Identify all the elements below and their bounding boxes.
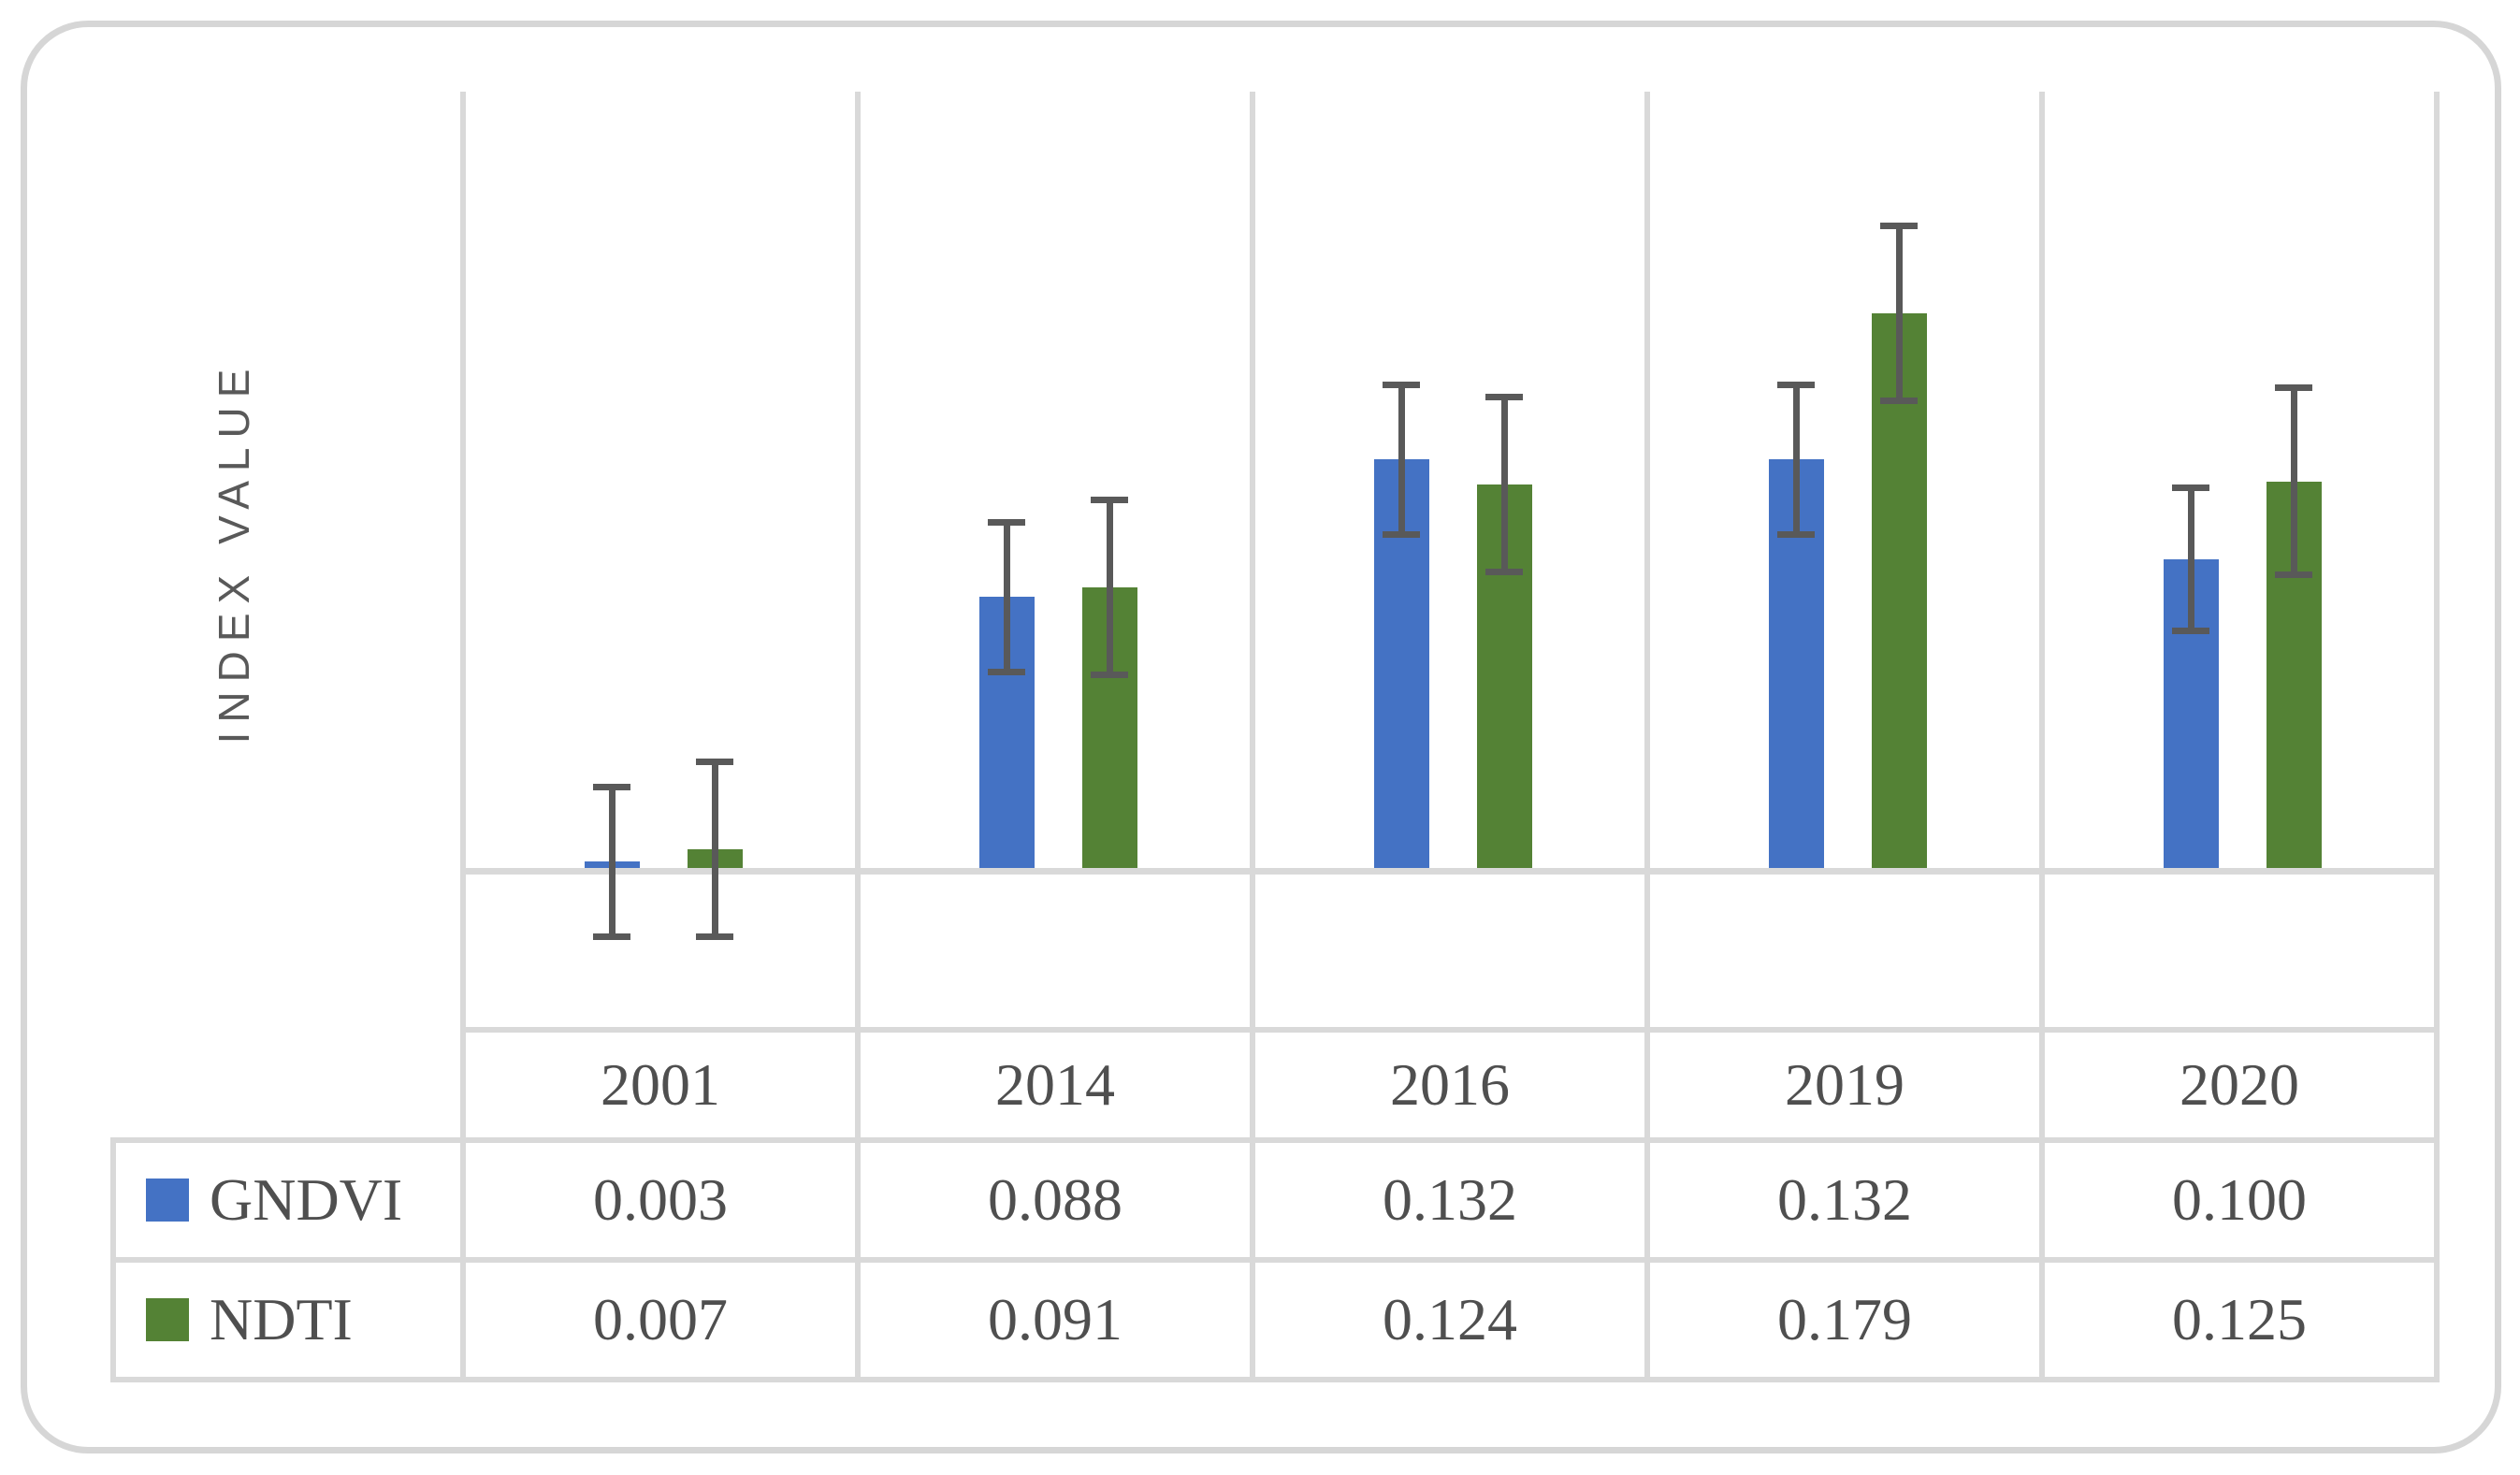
ndti-legend-swatch xyxy=(146,1298,189,1341)
category-gridline xyxy=(2039,92,2045,1027)
error-cap-bottom-gndvi-2020 xyxy=(2172,628,2209,635)
error-cap-top-gndvi-2020 xyxy=(2172,484,2209,491)
error-cap-bottom-gndvi-2014 xyxy=(988,668,1025,675)
error-cap-top-ndti-2016 xyxy=(1485,394,1523,401)
error-cap-top-ndti-2001 xyxy=(696,759,733,766)
error-bar-ndti-2019 xyxy=(1895,225,1903,400)
error-bar-ndti-2001 xyxy=(711,761,718,937)
error-bar-gndvi-2001 xyxy=(608,787,616,937)
error-cap-top-gndvi-2019 xyxy=(1777,381,1815,388)
ndti-value-2016: 0.124 xyxy=(1255,1263,1650,1382)
ndti-value-2001: 0.007 xyxy=(466,1263,861,1382)
y-axis-title: INDEX VALUE xyxy=(210,359,258,745)
year-header-2020: 2020 xyxy=(2045,1027,2440,1143)
plot-area xyxy=(460,92,2440,1027)
table-corner-spacer xyxy=(110,1027,466,1143)
ndti-value-2019: 0.179 xyxy=(1650,1263,2045,1382)
error-cap-bottom-ndti-2001 xyxy=(696,933,733,940)
category-gridline xyxy=(2434,92,2440,1027)
data-table: 2001 2014 2016 2019 2020 GNDVI 0.003 0.0… xyxy=(110,1027,2440,1382)
error-cap-top-gndvi-2014 xyxy=(988,518,1025,526)
gndvi-value-2014: 0.088 xyxy=(861,1143,1255,1263)
error-bar-gndvi-2020 xyxy=(2187,487,2194,631)
zero-axis-line xyxy=(466,867,2440,875)
error-cap-bottom-ndti-2014 xyxy=(1091,671,1128,678)
error-cap-top-ndti-2020 xyxy=(2275,384,2312,392)
error-cap-top-gndvi-2016 xyxy=(1383,381,1420,388)
year-header-2019: 2019 xyxy=(1650,1027,2045,1143)
year-header-2014: 2014 xyxy=(861,1027,1255,1143)
gndvi-legend-swatch xyxy=(146,1179,189,1222)
category-gridline xyxy=(855,92,861,1027)
ndti-series-label: NDTI xyxy=(210,1286,353,1352)
legend-row-ndti: NDTI xyxy=(110,1263,466,1382)
year-header-2016: 2016 xyxy=(1255,1027,1650,1143)
gndvi-series-label: GNDVI xyxy=(210,1166,403,1233)
gndvi-value-2019: 0.132 xyxy=(1650,1143,2045,1263)
error-cap-bottom-ndti-2020 xyxy=(2275,571,2312,579)
year-header-2001: 2001 xyxy=(466,1027,861,1143)
error-cap-bottom-ndti-2019 xyxy=(1880,397,1918,404)
error-cap-top-ndti-2014 xyxy=(1091,497,1128,504)
category-gridline xyxy=(460,92,466,1027)
error-cap-bottom-gndvi-2001 xyxy=(593,933,630,940)
error-cap-bottom-gndvi-2016 xyxy=(1383,530,1420,538)
category-gridline xyxy=(1250,92,1255,1027)
gndvi-value-2020: 0.100 xyxy=(2045,1143,2440,1263)
error-bar-ndti-2016 xyxy=(1500,397,1508,572)
error-bar-ndti-2014 xyxy=(1106,499,1113,675)
gndvi-value-2016: 0.132 xyxy=(1255,1143,1650,1263)
legend-row-gndvi: GNDVI xyxy=(110,1143,466,1263)
error-bar-gndvi-2016 xyxy=(1398,384,1405,535)
figure-rounded-border xyxy=(21,21,2501,1453)
error-bar-gndvi-2014 xyxy=(1003,522,1010,672)
gndvi-value-2001: 0.003 xyxy=(466,1143,861,1263)
error-bar-ndti-2020 xyxy=(2290,387,2297,575)
error-bar-gndvi-2019 xyxy=(1792,384,1800,535)
category-gridline xyxy=(1644,92,1650,1027)
error-cap-bottom-ndti-2016 xyxy=(1485,568,1523,575)
bar-ndti-2019 xyxy=(1871,312,1927,872)
error-cap-bottom-gndvi-2019 xyxy=(1777,530,1815,538)
ndti-value-2020: 0.125 xyxy=(2045,1263,2440,1382)
error-cap-top-gndvi-2001 xyxy=(593,783,630,790)
ndti-value-2014: 0.091 xyxy=(861,1263,1255,1382)
error-cap-top-ndti-2019 xyxy=(1880,222,1918,229)
